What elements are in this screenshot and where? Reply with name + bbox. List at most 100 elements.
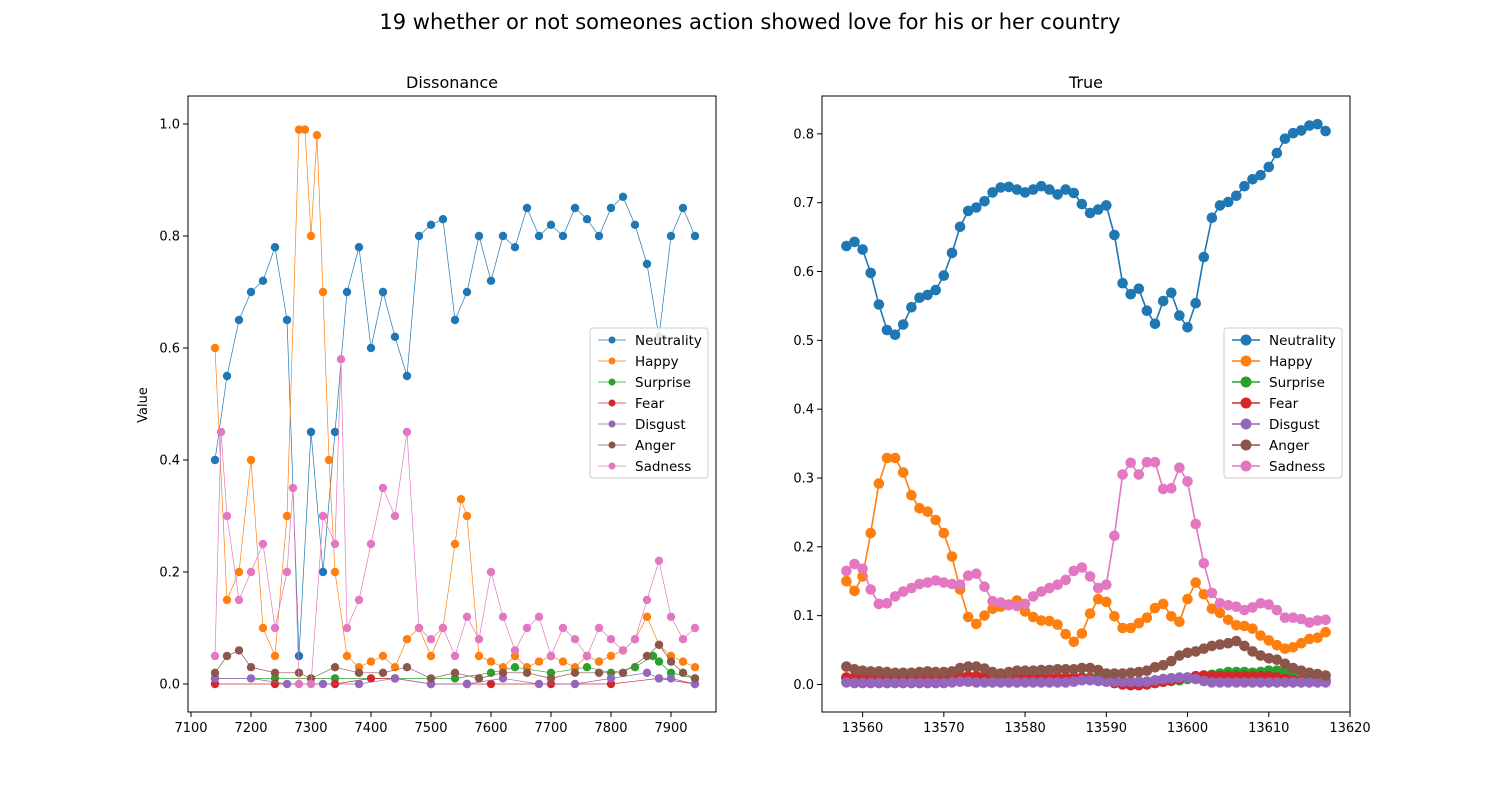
data-point xyxy=(881,666,893,678)
data-point xyxy=(462,511,472,521)
data-point xyxy=(1076,628,1088,639)
data-point xyxy=(897,319,909,330)
data-point xyxy=(922,677,933,689)
data-point xyxy=(1003,677,1015,688)
data-point xyxy=(1255,169,1266,181)
data-point xyxy=(426,635,436,644)
data-point xyxy=(318,679,328,689)
data-point xyxy=(1263,653,1275,664)
legend-item-surprise: Surprise xyxy=(1232,375,1325,391)
data-point xyxy=(865,267,876,279)
data-point xyxy=(438,215,448,224)
data-point xyxy=(1198,558,1210,569)
data-point xyxy=(1109,668,1120,679)
legend-item-neutrality: Neutrality xyxy=(598,333,702,349)
data-point xyxy=(1304,667,1315,679)
legend: Neutrality Happy Surprise Fear Disgust Anger S… xyxy=(1223,327,1343,479)
series-sadness xyxy=(841,456,1331,628)
data-point xyxy=(1304,677,1315,688)
data-point xyxy=(1231,190,1242,202)
data-point xyxy=(522,623,532,633)
data-point xyxy=(258,276,268,285)
data-point xyxy=(642,612,652,621)
data-point xyxy=(1084,675,1096,686)
data-point xyxy=(330,663,340,672)
data-point xyxy=(1279,643,1291,654)
x-tick-label: 13600 xyxy=(1167,721,1208,736)
data-point xyxy=(354,243,364,252)
data-point xyxy=(678,657,688,666)
data-point xyxy=(1222,677,1234,688)
data-point xyxy=(1125,667,1136,679)
data-point xyxy=(1036,180,1047,192)
legend-marker xyxy=(1240,397,1252,409)
data-point xyxy=(881,324,893,336)
legend-label: Anger xyxy=(635,438,676,454)
data-point xyxy=(216,427,226,437)
data-point xyxy=(1117,277,1128,289)
data-point xyxy=(510,243,520,252)
data-point xyxy=(1117,676,1128,687)
data-point xyxy=(222,651,232,661)
data-point xyxy=(865,666,876,677)
data-point xyxy=(546,674,556,683)
data-point xyxy=(1052,579,1063,590)
data-point xyxy=(906,677,917,689)
data-point xyxy=(1206,640,1218,652)
data-point xyxy=(498,231,508,241)
data-point xyxy=(366,343,376,353)
data-point xyxy=(962,611,974,623)
data-point xyxy=(606,674,616,683)
data-point xyxy=(546,651,556,661)
data-point xyxy=(210,455,220,465)
data-point xyxy=(1044,582,1055,594)
data-point xyxy=(1084,571,1096,582)
data-point xyxy=(378,651,388,661)
data-point xyxy=(1027,591,1039,602)
data-point xyxy=(522,668,532,677)
data-point xyxy=(618,668,628,677)
data-point xyxy=(857,563,868,575)
data-point xyxy=(1019,606,1031,617)
data-point xyxy=(930,677,941,689)
data-point xyxy=(857,665,868,676)
data-point xyxy=(1060,628,1071,640)
y-tick-label: 0.3 xyxy=(793,471,814,486)
data-point xyxy=(666,612,676,621)
data-point xyxy=(414,623,424,633)
data-point xyxy=(1247,646,1258,657)
data-point xyxy=(1076,662,1088,674)
legend: Neutrality Happy Surprise Fear Disgust Anger S… xyxy=(589,327,709,479)
data-point xyxy=(1084,608,1096,619)
dissonance-ylabel: Value xyxy=(136,387,151,423)
axes-frame xyxy=(187,95,717,713)
legend-marker xyxy=(608,420,616,428)
x-tick-label: 7200 xyxy=(234,721,267,736)
data-point xyxy=(594,657,604,666)
data-point xyxy=(378,287,388,297)
data-point xyxy=(378,668,388,677)
legend-marker xyxy=(1240,460,1252,472)
data-point xyxy=(246,663,256,672)
data-point xyxy=(873,299,885,310)
data-point xyxy=(534,679,544,689)
data-point xyxy=(1198,643,1210,654)
data-point xyxy=(1222,600,1234,611)
legend-item-disgust: Disgust xyxy=(598,417,686,433)
data-point xyxy=(906,302,917,313)
data-point xyxy=(1222,614,1234,626)
data-point xyxy=(881,677,893,689)
y-tick-label: 0.8 xyxy=(159,230,180,245)
data-point xyxy=(1027,677,1039,688)
legend-box xyxy=(589,327,709,479)
data-point xyxy=(546,220,556,229)
data-point xyxy=(954,676,966,687)
series-happy xyxy=(841,452,1331,654)
data-point xyxy=(914,292,925,304)
data-point xyxy=(1060,184,1071,195)
legend-label: Sadness xyxy=(635,459,691,475)
data-point xyxy=(897,586,909,597)
data-point xyxy=(390,511,400,521)
data-point xyxy=(865,527,876,539)
